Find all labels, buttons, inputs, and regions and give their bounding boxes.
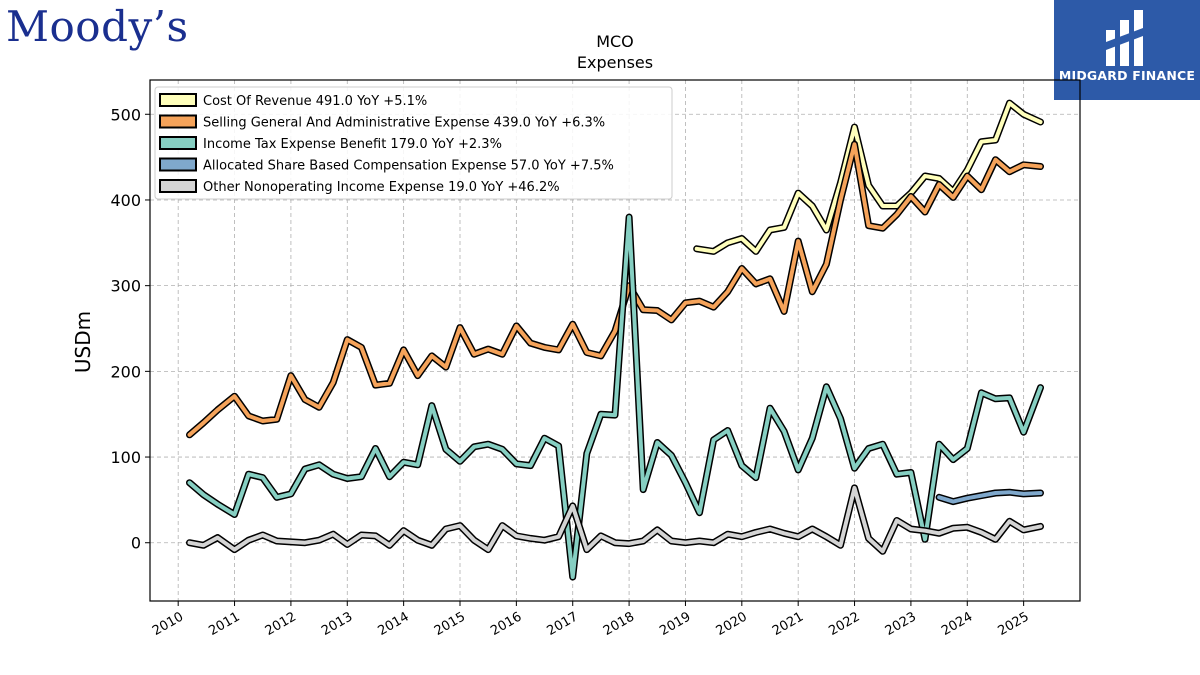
moodys-logo: Moody’s (6, 2, 189, 51)
x-tick-label: 2016 (488, 609, 524, 639)
legend-entry: Income Tax Expense Benefit 179.0 YoY +2.… (159, 136, 502, 152)
x-tick-label: 2012 (263, 609, 299, 639)
x-tick-label: 2017 (545, 609, 581, 639)
x-tick-label: 2010 (150, 609, 186, 639)
legend-swatch (159, 136, 197, 150)
x-tick-label: 2019 (657, 609, 693, 639)
legend-box (154, 86, 673, 200)
legend-label: Selling General And Administrative Expen… (203, 116, 605, 131)
series-line (187, 215, 1043, 579)
y-tick-label: 200 (110, 362, 141, 381)
series-line (187, 485, 1043, 554)
series-4 (186, 484, 1044, 555)
plot-frame (149, 79, 1081, 602)
x-tick-label: 2013 (319, 609, 355, 639)
series-0 (693, 99, 1044, 255)
legend-swatch (159, 157, 197, 172)
series-3 (935, 488, 1044, 506)
series-2 (186, 213, 1044, 581)
x-tick-label: 2024 (939, 609, 975, 639)
legend-label: Allocated Share Based Compensation Expen… (203, 159, 614, 174)
series-line (187, 142, 1043, 437)
y-axis: 0 100 200 300 400 500 (110, 105, 150, 553)
x-tick-label: 2018 (601, 609, 637, 639)
legend: Cost Of Revenue 491.0 YoY +5.1% Selling G… (154, 86, 673, 200)
legend-entry: Other Nonoperating Income Expense 19.0 Y… (159, 179, 560, 195)
series-line (937, 490, 1043, 504)
midgard-finance-name: MIDGARD FINANCE (1058, 68, 1196, 83)
y-tick-label: 300 (110, 277, 141, 296)
legend-swatch (159, 114, 197, 129)
emblem-slash (1106, 28, 1143, 50)
x-axis: 2010 2011 2012 2013 2014 2015 2016 2017 2018 2019… (150, 601, 1032, 639)
midgard-emblem-icon (1106, 10, 1143, 66)
series-line (694, 101, 1043, 254)
x-tick-label: 2022 (826, 609, 862, 639)
legend-label: Other Nonoperating Income Expense 19.0 Y… (203, 180, 560, 195)
x-tick-label: 2011 (206, 609, 242, 639)
legend-entry: Allocated Share Based Compensation Expen… (159, 157, 614, 174)
emblem-bar-right (1134, 10, 1143, 66)
chart-subtitle: Expenses (577, 53, 653, 72)
y-tick-label: 500 (110, 105, 141, 124)
x-tick-label: 2020 (714, 609, 750, 639)
legend-label: Cost Of Revenue 491.0 YoY +5.1% (203, 94, 427, 109)
x-tick-label: 2025 (995, 609, 1031, 639)
legend-entry: Selling General And Administrative Expen… (159, 114, 605, 131)
series-1 (186, 140, 1044, 439)
legend-swatch (159, 93, 197, 107)
chart-title: MCO (596, 32, 634, 51)
x-tick-label: 2015 (432, 609, 468, 639)
midgard-finance-logo: MIDGARD FINANCE (1054, 0, 1200, 100)
y-tick-label: 100 (110, 448, 141, 467)
x-tick-label: 2021 (770, 609, 806, 639)
y-tick-label: 0 (131, 534, 141, 553)
x-tick-label: 2023 (883, 609, 919, 639)
legend-entry: Cost Of Revenue 491.0 YoY +5.1% (159, 93, 427, 109)
legend-swatch (159, 179, 197, 193)
y-tick-label: 400 (110, 191, 141, 210)
y-axis-label: USDm (71, 311, 95, 373)
legend-label: Income Tax Expense Benefit 179.0 YoY +2.… (203, 137, 502, 152)
series-lines (186, 99, 1044, 581)
x-tick-label: 2014 (375, 609, 411, 639)
